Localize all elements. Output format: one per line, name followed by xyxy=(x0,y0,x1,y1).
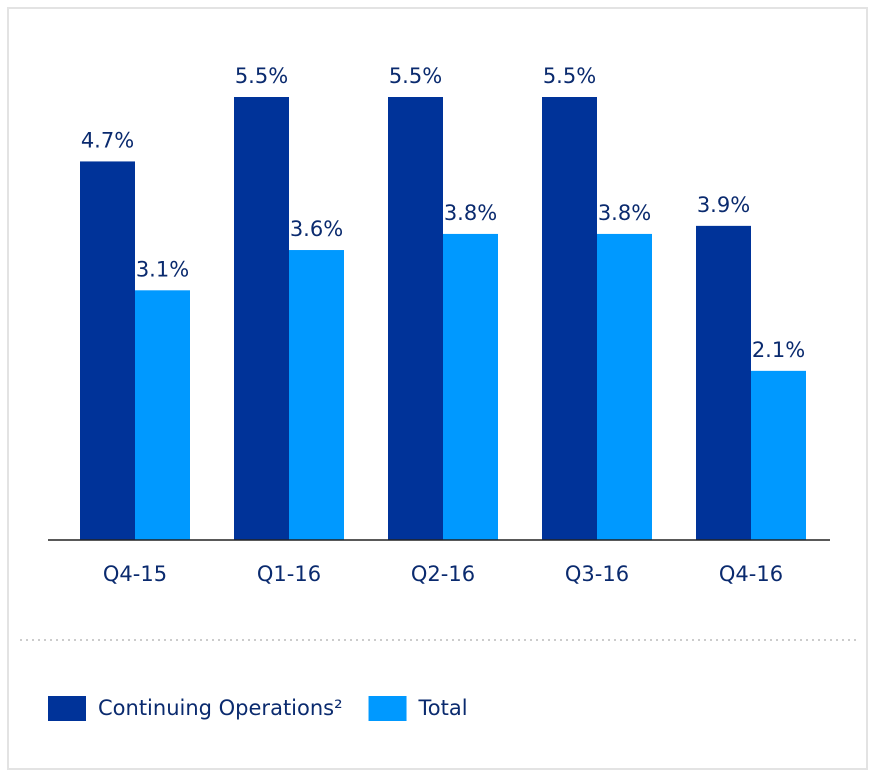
bar xyxy=(289,250,344,540)
value-label: 3.9% xyxy=(697,193,750,217)
x-tick-label: Q3-16 xyxy=(565,562,629,586)
bar xyxy=(234,97,289,540)
value-label: 3.8% xyxy=(598,201,651,225)
bar xyxy=(696,225,751,540)
legend-swatch xyxy=(48,696,86,721)
legend-label: Total xyxy=(418,696,468,720)
value-label: 3.6% xyxy=(290,217,343,241)
bar xyxy=(542,97,597,540)
bar xyxy=(597,233,652,540)
bar xyxy=(135,290,190,540)
value-label: 5.5% xyxy=(389,64,442,88)
bar xyxy=(751,370,806,540)
value-label: 2.1% xyxy=(752,338,805,362)
bar xyxy=(443,233,498,540)
legend-label: Continuing Operations² xyxy=(98,696,343,720)
x-tick-label: Q2-16 xyxy=(411,562,475,586)
x-tick-label: Q4-16 xyxy=(719,562,783,586)
x-tick-label: Q4-15 xyxy=(103,562,167,586)
value-label: 3.1% xyxy=(136,257,189,281)
value-label: 5.5% xyxy=(543,64,596,88)
bar xyxy=(80,161,135,540)
x-tick-label: Q1-16 xyxy=(257,562,321,586)
value-label: 5.5% xyxy=(235,64,288,88)
value-label: 4.7% xyxy=(81,128,134,152)
value-label: 3.8% xyxy=(444,201,497,225)
legend-swatch xyxy=(368,696,407,721)
bar xyxy=(388,97,443,540)
